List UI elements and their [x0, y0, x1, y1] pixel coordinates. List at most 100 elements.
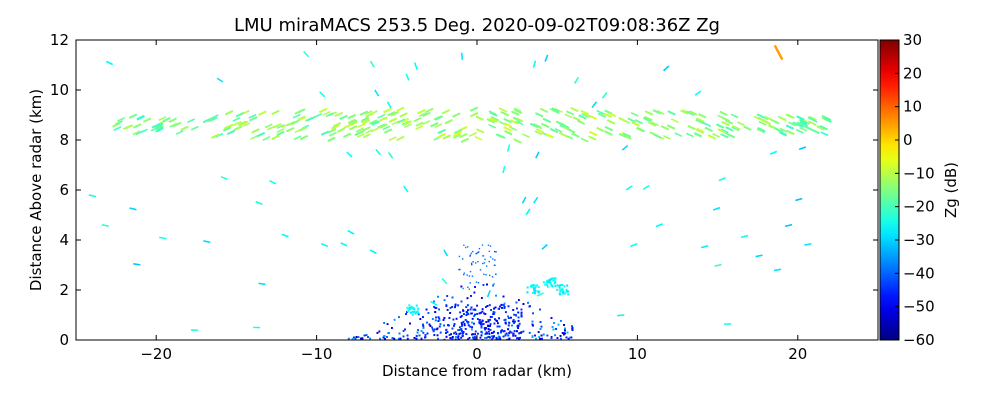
echo-pixel: [562, 290, 565, 293]
y-tick-label: 0: [59, 331, 69, 349]
cloud-echo: [720, 133, 729, 139]
cloud-echo: [117, 117, 125, 122]
echo-pixel: [461, 334, 464, 337]
echo-pixel: [431, 326, 434, 329]
echo-pixel: [495, 273, 497, 275]
cloud-echo: [667, 124, 676, 130]
echo-pixel: [408, 306, 411, 309]
echo-pixel: [391, 327, 393, 329]
speckle-echo: [741, 234, 749, 238]
echo-pixel: [409, 322, 411, 325]
cloud-echo: [724, 119, 733, 125]
echo-pixel: [477, 260, 479, 263]
cloud-echo: [293, 135, 302, 141]
echo-pixel: [467, 321, 470, 323]
echo-pixel: [560, 320, 562, 322]
cloud-echo: [536, 128, 544, 134]
cloud-echo: [608, 112, 616, 117]
echo-pixel: [508, 332, 511, 334]
echo-pixel: [466, 320, 468, 323]
cloud-echo: [719, 110, 728, 116]
echo-pixel: [493, 322, 496, 325]
echo-pixel: [413, 310, 416, 313]
cloud-echo: [571, 132, 580, 138]
speckle-echo: [281, 233, 289, 238]
cloud-echo: [588, 135, 597, 141]
echo-pixel: [487, 330, 490, 333]
cloud-echo: [354, 130, 363, 136]
cloud-echo: [634, 119, 643, 125]
echo-pixel: [504, 333, 507, 336]
echo-pixel: [449, 337, 452, 340]
echo-pixel: [355, 336, 358, 338]
cloud-echo: [442, 134, 451, 140]
cloud-echo: [413, 117, 422, 123]
cloud-echo: [559, 132, 568, 138]
echo-pixel: [459, 332, 462, 335]
echo-pixel: [539, 321, 542, 323]
echo-pixel: [462, 309, 465, 312]
cloud-echo: [680, 109, 689, 115]
cloud-echo: [390, 111, 399, 117]
echo-pixel: [354, 337, 357, 340]
cloud-echo: [453, 132, 461, 137]
echo-pixel: [468, 288, 471, 290]
echo-pixel: [357, 336, 360, 338]
echo-pixel: [466, 274, 468, 276]
echo-pixel: [474, 335, 476, 338]
echo-pixel: [559, 293, 562, 296]
speckle-echo: [319, 91, 326, 98]
cloud-echo: [534, 130, 543, 136]
echo-pixel: [422, 316, 424, 318]
echo-pixel: [470, 262, 473, 264]
echo-pixel: [495, 336, 498, 339]
echo-pixel: [546, 283, 549, 286]
echo-pixel: [478, 312, 481, 315]
echo-pixel: [451, 336, 454, 338]
echo-pixel: [492, 284, 494, 287]
cloud-echo: [717, 128, 726, 134]
echo-pixel: [550, 278, 553, 281]
echo-pixel: [477, 282, 480, 284]
colorbar-tick-label: −20: [903, 198, 935, 216]
echo-pixel: [393, 337, 396, 340]
echo-pixel: [386, 336, 388, 338]
echo-pixel: [475, 338, 477, 340]
cloud-echo: [496, 133, 504, 139]
echo-pixel: [480, 297, 483, 299]
y-tick-label: 6: [59, 181, 69, 199]
cloud-echo: [286, 127, 295, 133]
cloud-echo: [227, 130, 235, 135]
echo-pixel: [455, 317, 458, 320]
echo-pixel: [479, 269, 482, 271]
speckle-echo: [630, 243, 638, 247]
echo-pixel: [507, 334, 510, 337]
echo-pixel: [484, 328, 487, 331]
y-tick-label: 2: [59, 281, 69, 299]
cloud-echo: [578, 114, 587, 120]
echo-pixel: [419, 318, 422, 320]
echo-pixel: [498, 336, 501, 339]
echo-pixel: [542, 281, 545, 284]
echo-pixel: [489, 256, 492, 258]
cloud-echo: [397, 118, 406, 124]
cloud-echo: [596, 109, 605, 115]
speckle-echo: [133, 263, 141, 266]
echo-pixel: [466, 338, 469, 340]
echo-pixel: [520, 315, 523, 318]
speckle-echo: [701, 245, 709, 249]
echo-pixel: [566, 331, 569, 334]
echo-pixel: [502, 335, 505, 338]
echo-pixel: [465, 314, 468, 316]
radar-echo-layer: [88, 44, 832, 340]
cloud-echo: [454, 128, 463, 134]
speckle-echo: [106, 60, 113, 66]
echo-pixel: [534, 287, 537, 290]
cloud-echo: [796, 115, 805, 121]
echo-pixel: [414, 312, 417, 315]
echo-pixel: [485, 321, 488, 323]
cloud-echo: [388, 117, 397, 123]
cloud-echo: [298, 126, 307, 132]
echo-pixel: [513, 322, 515, 324]
